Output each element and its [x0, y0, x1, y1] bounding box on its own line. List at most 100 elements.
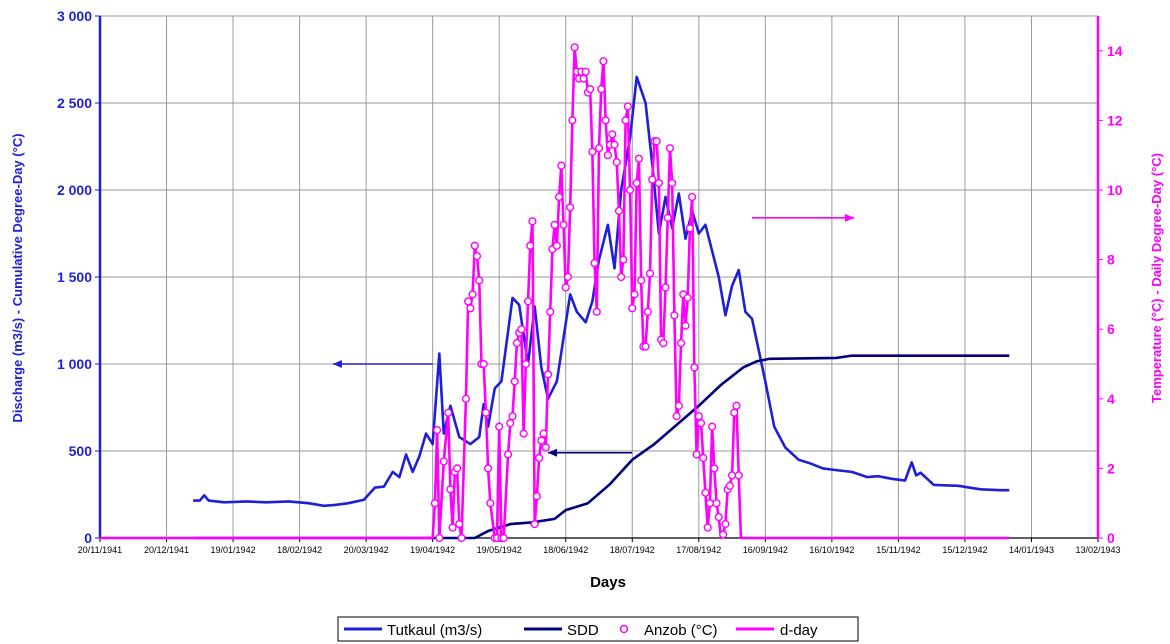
x-axis-title: Days	[590, 574, 626, 591]
x-tick-label: 18/07/1942	[610, 545, 655, 555]
anzob-point	[535, 453, 544, 463]
anzob-point	[486, 499, 495, 508]
left-tick-label: 2 500	[57, 95, 92, 111]
anzob-point	[621, 116, 630, 125]
anzob-point	[570, 43, 579, 52]
right-tick-label: 0	[1107, 530, 1115, 546]
anzob-point	[712, 499, 721, 508]
left-axis-ticks: 0 500 1 000 1 500 2 000 2 500 3 000	[57, 8, 100, 546]
anzob-point	[603, 151, 612, 160]
anzob-point	[654, 178, 663, 188]
anzob-point	[543, 370, 553, 379]
anzob-point	[688, 192, 697, 202]
anzob-point	[674, 401, 683, 410]
annotation-arrow-head	[332, 360, 342, 368]
anzob-point	[550, 220, 559, 229]
anzob-point	[668, 178, 677, 188]
legend: Tutkaul (m3/s) SDD Anzob (°C) d-day	[337, 616, 859, 642]
anzob-point	[699, 453, 708, 463]
left-tick-label: 2 000	[57, 182, 92, 198]
anzob-point	[479, 359, 488, 369]
anzob-point	[433, 426, 442, 435]
anzob-point	[517, 325, 526, 334]
anzob-point	[523, 297, 533, 306]
anzob-point	[597, 84, 606, 94]
annotation-arrow-head	[547, 448, 557, 457]
left-tick-label: 0	[84, 530, 92, 546]
series-markers-anzob	[430, 43, 743, 543]
anzob-point	[628, 304, 637, 313]
right-tick-label: 6	[1107, 321, 1115, 337]
anzob-point	[676, 339, 686, 348]
anzob-point	[608, 130, 617, 139]
anzob-point	[685, 224, 695, 233]
anzob-point	[446, 485, 455, 494]
anzob-point	[452, 464, 462, 473]
anzob-point	[586, 84, 595, 94]
anzob-point	[617, 272, 626, 282]
x-tick-label: 16/10/1942	[809, 545, 854, 555]
left-tick-label: 500	[69, 443, 93, 459]
anzob-point	[645, 269, 655, 278]
legend-label-anzob: Anzob (°C)	[644, 622, 718, 639]
anzob-point	[714, 513, 723, 522]
anzob-point	[734, 471, 743, 480]
anzob-point	[683, 293, 692, 302]
x-tick-label: 19/04/1942	[410, 545, 455, 555]
anzob-point	[625, 185, 635, 195]
anzob-point	[652, 137, 661, 146]
x-tick-label: 17/08/1942	[676, 545, 721, 555]
x-tick-label: 19/01/1942	[211, 545, 256, 555]
x-tick-label: 18/06/1942	[543, 545, 588, 555]
anzob-point	[455, 519, 464, 529]
anzob-point	[510, 377, 519, 386]
anzob-point	[435, 533, 444, 543]
anzob-point	[721, 519, 730, 529]
anzob-point	[530, 519, 539, 529]
legend-label-dday: d-day	[780, 622, 818, 639]
anzob-point	[637, 276, 646, 285]
annotation-arrow-head	[845, 213, 855, 222]
legend-label-sdd: SDD	[567, 622, 599, 639]
anzob-point	[581, 67, 590, 76]
anzob-point	[546, 307, 555, 316]
anzob-point	[725, 481, 734, 490]
x-tick-label: 20/03/1942	[344, 545, 389, 555]
series-line-sdd	[193, 354, 1010, 540]
anzob-point	[619, 255, 628, 264]
anzob-point	[703, 523, 712, 532]
anzob-point	[694, 412, 703, 421]
anzob-point	[692, 450, 701, 459]
anzob-point	[696, 419, 706, 428]
anzob-point	[539, 429, 548, 438]
anzob-point	[643, 307, 652, 316]
anzob-point	[705, 499, 714, 508]
anzob-point	[701, 488, 710, 497]
right-axis-ticks: 0 2 4 6 8 10 12 14	[1098, 43, 1123, 546]
left-tick-label: 1 000	[57, 356, 92, 372]
left-tick-label: 1 500	[57, 269, 92, 285]
anzob-point	[537, 436, 546, 445]
anzob-point	[672, 412, 681, 421]
anzob-point	[579, 74, 588, 83]
anzob-point	[641, 342, 650, 351]
anzob-point	[730, 408, 739, 417]
series-layer	[100, 43, 1010, 543]
anzob-point	[503, 450, 513, 459]
anzob-point	[554, 192, 564, 202]
anzob-point	[732, 401, 741, 410]
x-tick-label: 15/11/1942	[876, 545, 920, 555]
x-tick-label: 19/05/1942	[477, 545, 522, 555]
anzob-point	[464, 297, 473, 306]
anzob-point	[590, 258, 599, 268]
anzob-point	[719, 530, 728, 539]
right-tick-label: 2	[1107, 460, 1115, 476]
legend-swatch-anzob	[619, 624, 629, 634]
anzob-point	[466, 304, 475, 313]
anzob-point	[599, 57, 608, 66]
anzob-point	[623, 102, 632, 111]
anzob-point	[727, 471, 737, 480]
anzob-point	[561, 283, 570, 292]
left-tick-label: 3 000	[57, 8, 92, 24]
